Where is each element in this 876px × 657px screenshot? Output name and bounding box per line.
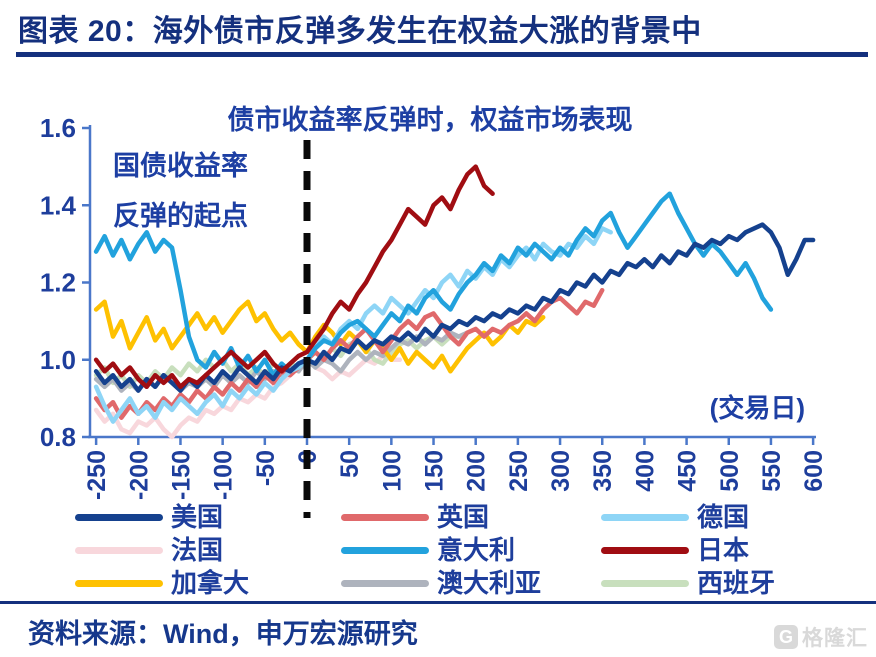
x-axis-unit-label: (交易日): [709, 393, 805, 423]
legend-item: 英国: [341, 502, 489, 532]
x-tick-label: 450: [674, 450, 702, 492]
annotation-rebound-start-line2: 反弹的起点: [113, 201, 248, 231]
x-tick-label: 300: [547, 450, 575, 492]
legend-swatch: [75, 546, 163, 554]
x-tick-label: -250: [83, 450, 111, 500]
annotation-rebound-start-line1: 国债收益率: [113, 151, 248, 181]
legend-label: 德国: [697, 502, 750, 532]
series-line: [93, 353, 403, 440]
source-divider: [0, 601, 876, 604]
x-tick-label: 600: [800, 450, 828, 492]
legend-item: 法国: [75, 535, 223, 565]
legend-label: 法国: [171, 535, 224, 565]
legend-label: 英国: [437, 502, 490, 532]
x-tick-label: -50: [252, 450, 280, 486]
x-tick-label: 350: [589, 450, 617, 492]
legend-item: 日本: [601, 535, 749, 565]
y-tick-label: 1.4: [40, 190, 77, 220]
chart-title: 债市收益率反弹时，权益市场表现: [227, 105, 633, 135]
x-tick-label: 550: [758, 450, 786, 492]
legend-swatch: [75, 579, 163, 587]
x-tick-label: -150: [167, 450, 195, 500]
legend-swatch: [75, 513, 163, 521]
legend-item: 西班牙: [601, 568, 775, 598]
legend-swatch: [341, 513, 429, 521]
legend-item: 意大利: [341, 535, 515, 565]
legend-swatch: [341, 579, 429, 587]
series-line: [93, 164, 495, 390]
x-tick-label: -200: [125, 450, 153, 500]
legend-item: 加拿大: [75, 568, 249, 598]
x-tick-label: 400: [631, 450, 659, 492]
gelonghui-watermark-text: 格隆汇: [802, 627, 868, 650]
y-tick-label: 1.2: [40, 268, 76, 298]
y-tick-label: 1.0: [40, 345, 76, 375]
gelonghui-g-icon: G: [774, 625, 798, 649]
legend-item: 澳大利亚: [341, 568, 541, 598]
x-tick-label: 500: [716, 450, 744, 492]
source-note: 资料来源：Wind，申万宏源研究: [28, 619, 418, 649]
legend-swatch: [601, 513, 689, 521]
figure-title: 图表 20：海外债市反弹多发生在权益大涨的背景中: [18, 15, 702, 48]
series-line: [93, 191, 774, 378]
legend-item: 美国: [75, 502, 223, 532]
legend-swatch: [601, 546, 689, 554]
legend-swatch: [341, 546, 429, 554]
series-line: [93, 222, 816, 393]
y-tick-label: 1.6: [40, 113, 76, 143]
legend-label: 美国: [171, 502, 224, 532]
legend-label: 日本: [697, 535, 750, 565]
x-tick-label: 100: [378, 450, 406, 492]
title-underline: [16, 52, 868, 57]
x-tick-label: 250: [505, 450, 533, 492]
legend-label: 加拿大: [171, 568, 250, 598]
legend-label: 西班牙: [697, 568, 776, 598]
legend-label: 澳大利亚: [437, 568, 542, 598]
x-tick-label: -100: [210, 450, 238, 500]
x-tick-label: 150: [421, 450, 449, 492]
legend-label: 意大利: [437, 535, 516, 565]
legend-swatch: [601, 579, 689, 587]
x-tick-label: 200: [463, 450, 491, 492]
y-tick-label: 0.8: [40, 422, 76, 452]
series-line: [93, 299, 546, 374]
gelonghui-watermark: G 格隆汇: [774, 622, 868, 652]
legend-item: 德国: [601, 502, 749, 532]
x-tick-label: 50: [336, 450, 364, 478]
